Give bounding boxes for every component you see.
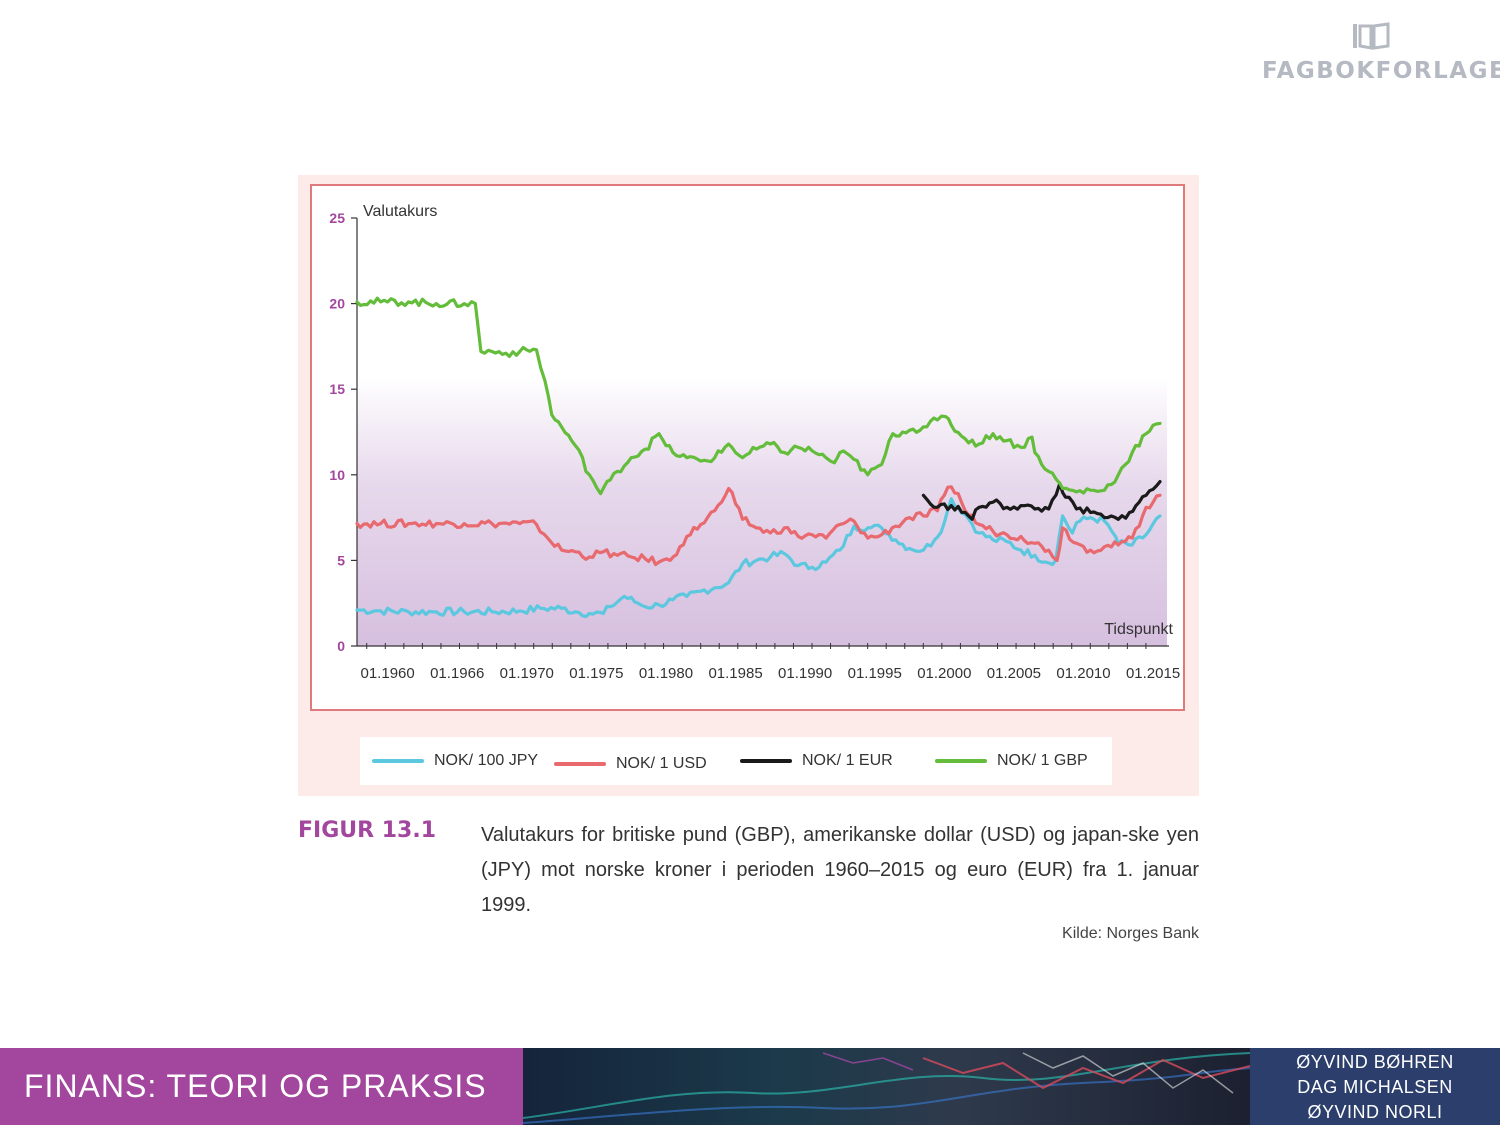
- legend-swatch-gbp: [935, 759, 987, 763]
- open-book-logo-icon: [1353, 22, 1390, 50]
- legend-label-eur: NOK/ 1 EUR: [802, 752, 893, 769]
- y-axis-label: Valutakurs: [363, 203, 437, 220]
- y-tick-label: 15: [329, 381, 345, 397]
- exchange-rate-chart: 0 5 10 15 20 25 01.1960 01.1966 01.1970 01.1975 01…: [329, 203, 1180, 682]
- series-line-eur: [921, 480, 1162, 521]
- publisher-name: FAGBOKFORLAGET: [1262, 58, 1500, 84]
- book-title: FINANS: TEORI OG PRAKSIS: [24, 1068, 487, 1104]
- x-tick-label: 01.1985: [708, 665, 762, 682]
- footer-authors-block: ØYVIND BØHREN DAG MICHALSEN ØYVIND NORLI: [1250, 1048, 1500, 1125]
- author-name: ØYVIND BØHREN: [1296, 1052, 1454, 1072]
- legend-swatch-jpy: [372, 759, 424, 763]
- author-name: ØYVIND NORLI: [1307, 1102, 1443, 1122]
- x-tick-label: 01.2005: [987, 665, 1041, 682]
- publisher-logo: FAGBOKFORLAGET: [1262, 20, 1500, 84]
- x-tick-label: 01.1960: [361, 665, 415, 682]
- figure-caption: Valutakurs for britiske pund (GBP), amer…: [481, 824, 1199, 916]
- legend-swatch-usd: [554, 762, 606, 766]
- author-name: DAG MICHALSEN: [1297, 1077, 1453, 1097]
- chart-legend: NOK/ 100 JPY NOK/ 1 USD NOK/ 1 EUR NOK/ …: [360, 737, 1112, 785]
- x-tick-label: 01.1995: [848, 665, 902, 682]
- legend-swatch-eur: [740, 759, 792, 763]
- footer-title-block: FINANS: TEORI OG PRAKSIS: [0, 1048, 523, 1125]
- legend-item-gbp: NOK/ 1 GBP: [935, 737, 1088, 785]
- financial-chart-graphic: [523, 1052, 1250, 1124]
- figure-source: Kilde: Norges Bank: [1062, 925, 1199, 942]
- x-tick-label: 01.1966: [430, 665, 484, 682]
- x-tick-label: 01.2000: [917, 665, 971, 682]
- x-tick-label: 01.1975: [569, 665, 623, 682]
- y-tick-label: 20: [329, 296, 345, 312]
- x-tick-label: 01.2015: [1126, 665, 1180, 682]
- legend-label-gbp: NOK/ 1 GBP: [997, 752, 1088, 769]
- y-tick-label: 5: [337, 552, 345, 568]
- x-axis-label: Tidspunkt: [1104, 621, 1173, 638]
- plot-background: [357, 376, 1167, 646]
- legend-item-eur: NOK/ 1 EUR: [740, 737, 893, 785]
- series-line-jpy: [355, 497, 1162, 619]
- chart-frame: 0 5 10 15 20 25 01.1960 01.1966 01.1970 01.1975 01…: [310, 184, 1185, 711]
- x-tick-label: 01.1970: [500, 665, 554, 682]
- legend-label-usd: NOK/ 1 USD: [616, 755, 707, 772]
- series-line-usd: [355, 485, 1162, 567]
- series-line-gbp: [355, 296, 1162, 496]
- footer-decorative-image: [523, 1048, 1250, 1125]
- legend-item-jpy: NOK/ 100 JPY: [372, 737, 538, 785]
- legend-item-usd: NOK/ 1 USD: [554, 740, 707, 788]
- y-tick-label: 25: [329, 210, 345, 226]
- legend-label-jpy: NOK/ 100 JPY: [434, 752, 539, 769]
- y-tick-label: 10: [329, 467, 345, 483]
- x-tick-label: 01.1980: [639, 665, 693, 682]
- x-tick-label: 01.1990: [778, 665, 832, 682]
- figure-panel: 0 5 10 15 20 25 01.1960 01.1966 01.1970 01.1975 01…: [298, 175, 1199, 796]
- y-tick-label: 0: [337, 638, 345, 654]
- x-tick-label: 01.2010: [1056, 665, 1110, 682]
- figure-label: FIGUR 13.1: [298, 818, 437, 843]
